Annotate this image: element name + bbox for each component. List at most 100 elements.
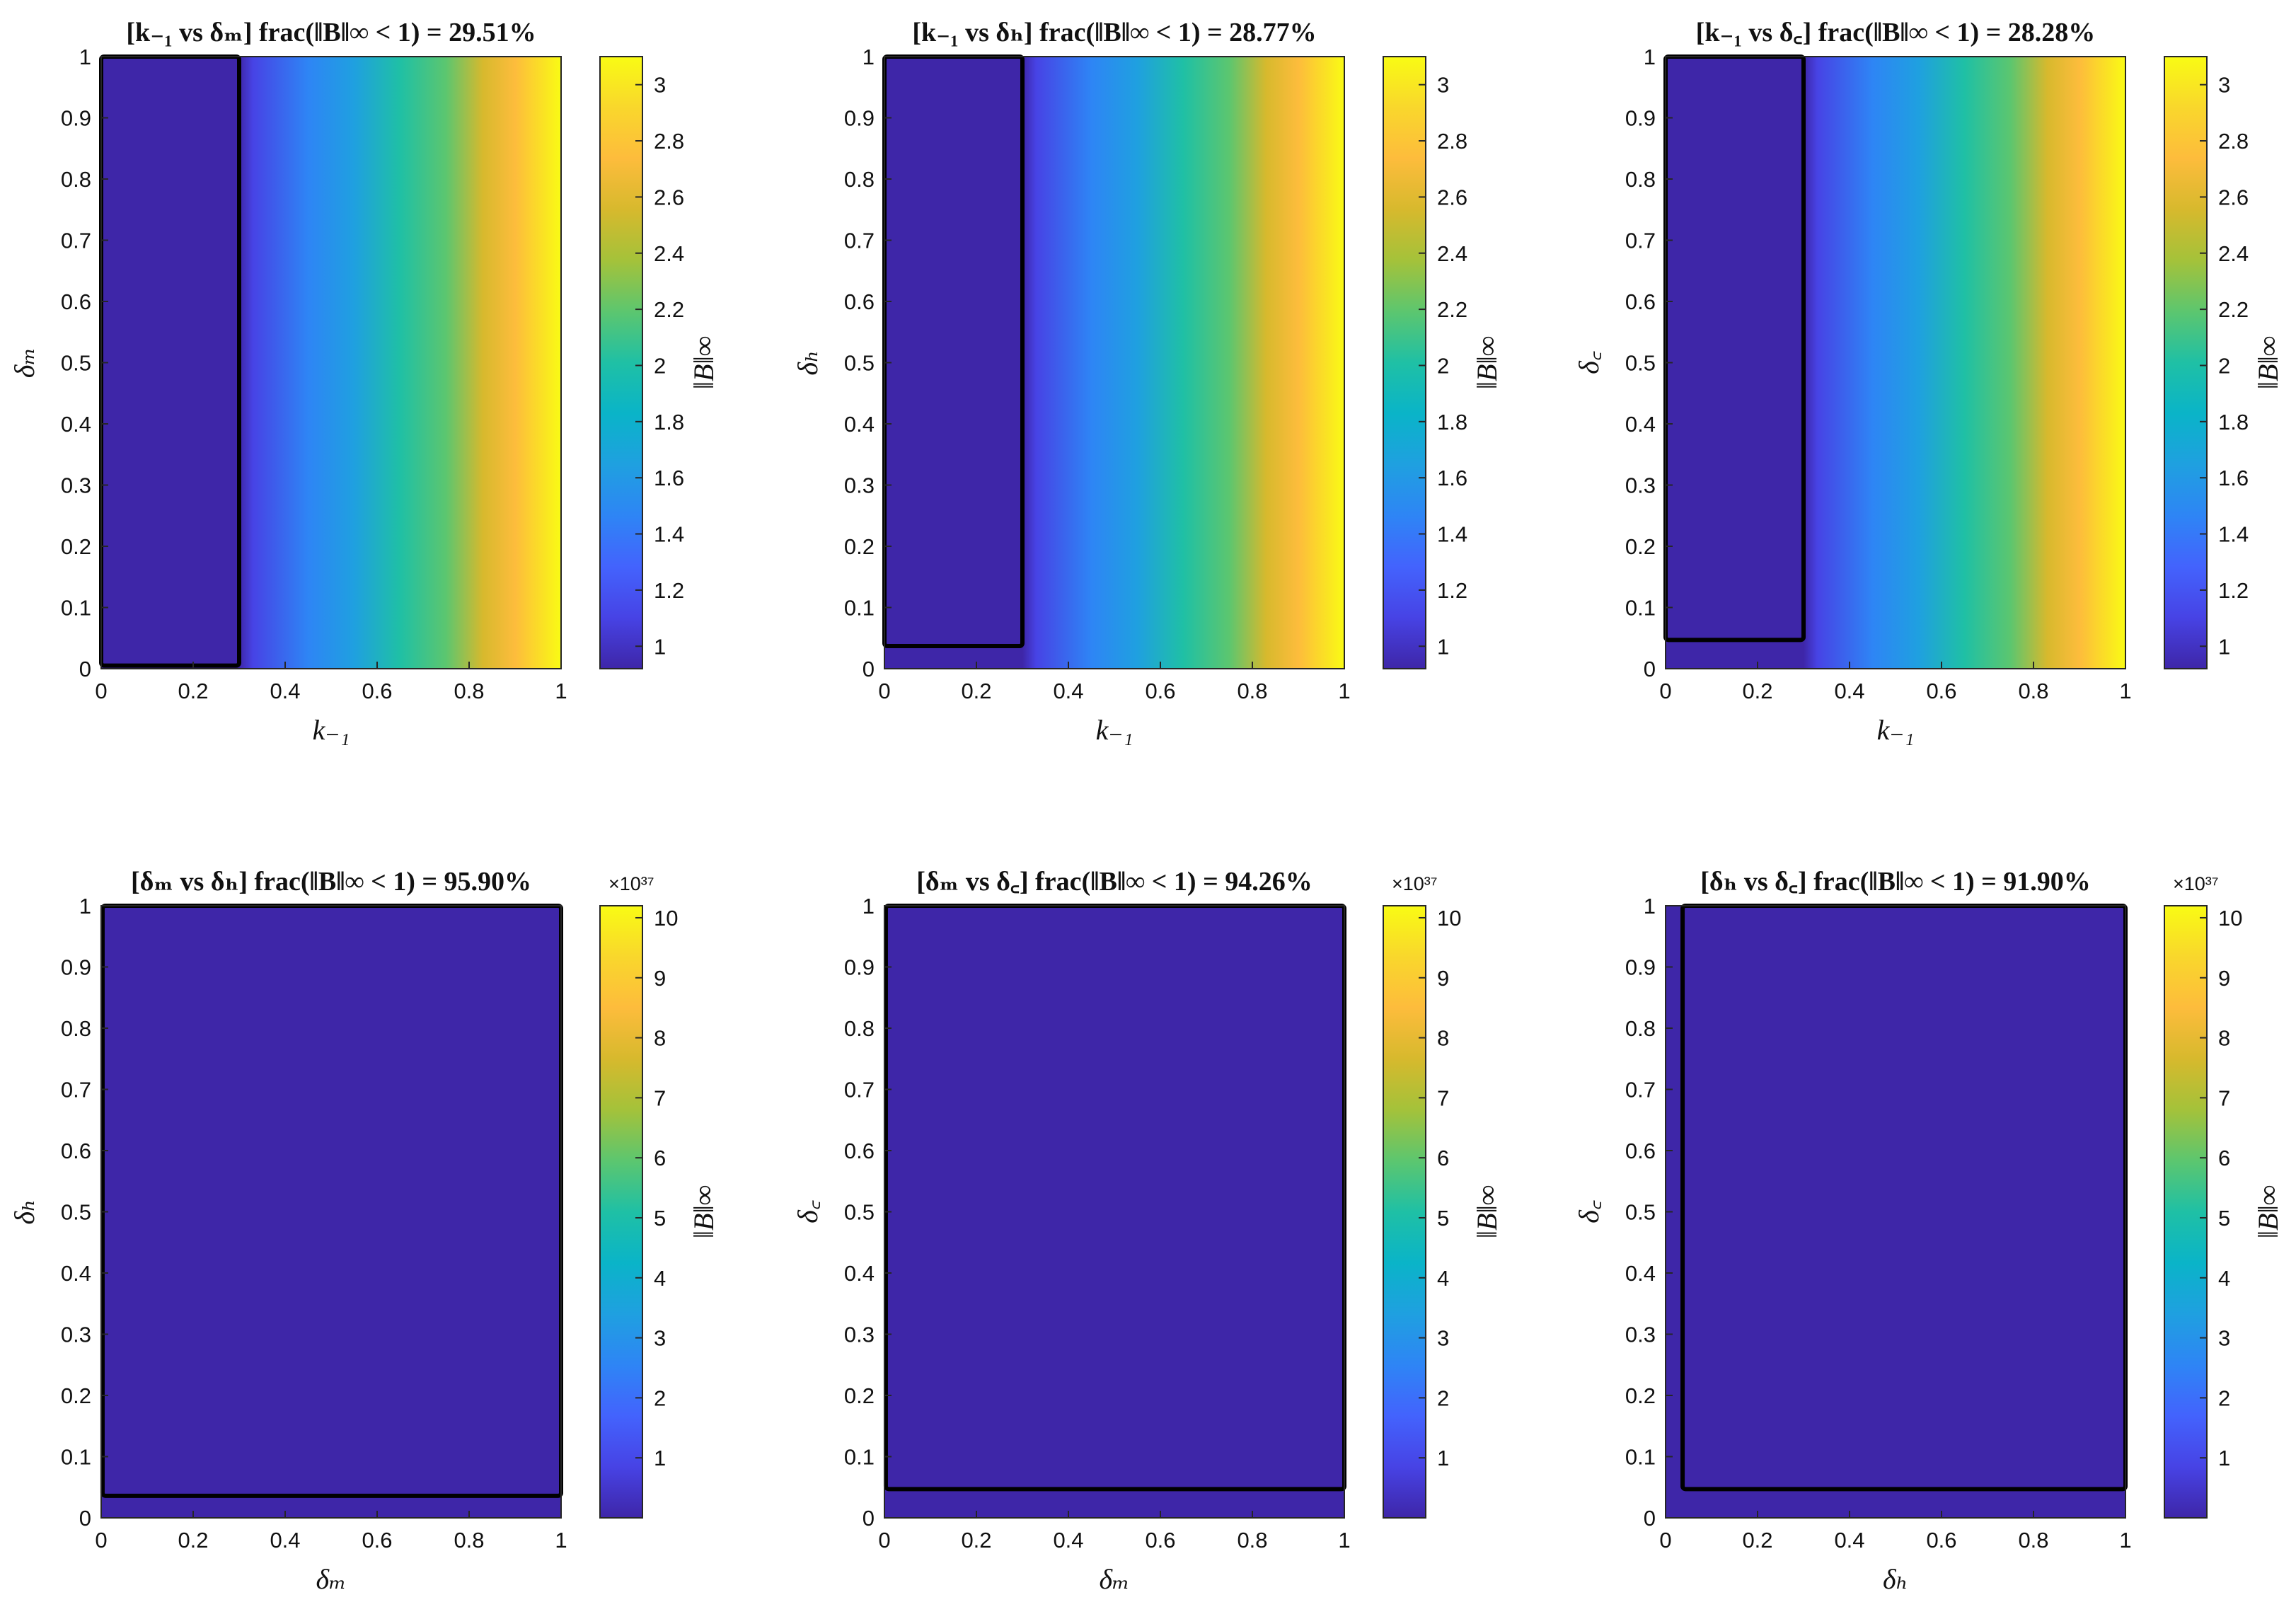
x-tick-label: 1 <box>555 1528 567 1553</box>
y-tick-label: 0.4 <box>1625 1261 1656 1286</box>
heatmap-field <box>101 57 561 669</box>
y-tick-label: 0.2 <box>844 1383 875 1408</box>
chart-title: [δₕ vs δ꜀] frac(‖B‖∞ < 1) = 91.90% <box>1700 867 2091 897</box>
x-axis-label: δₕ <box>1883 1563 1908 1595</box>
colorbar-label: ‖B‖∞ <box>1471 1185 1503 1238</box>
y-tick-label: 0.6 <box>61 1139 91 1163</box>
colorbar-label: ‖B‖∞ <box>688 336 720 389</box>
y-tick-label: 0.8 <box>1625 167 1656 192</box>
y-tick-label: 0 <box>79 657 91 681</box>
colorbar-tick-label: 10 <box>654 906 678 931</box>
y-axis-label: δ꜀ <box>792 1200 824 1223</box>
colorbar-tick-label: 2 <box>654 1386 666 1410</box>
x-tick-label: 0.8 <box>454 1528 484 1553</box>
y-tick-label: 0.4 <box>844 412 875 437</box>
x-axis-label: k₋₁ <box>1096 714 1133 746</box>
colorbar-tick-label: 2.6 <box>654 185 684 209</box>
y-tick-label: 1 <box>863 45 875 69</box>
y-tick-label: 0.4 <box>61 412 91 437</box>
colorbar-tick-label: 1.4 <box>2218 522 2249 547</box>
x-tick-label: 0.4 <box>1053 1528 1083 1553</box>
x-tick-label: 1 <box>2119 1528 2131 1553</box>
x-tick-label: 0 <box>878 1528 890 1553</box>
y-tick-label: 0.4 <box>61 1261 91 1286</box>
x-tick-label: 0.8 <box>2018 679 2048 703</box>
colorbar-tick-label: 10 <box>1437 906 1461 931</box>
colorbar-tick-label: 2.8 <box>2218 129 2249 154</box>
y-tick-label: 1 <box>1644 894 1656 918</box>
x-tick-label: 0.6 <box>1145 679 1175 703</box>
y-axis-label: δₕ <box>792 350 824 376</box>
colorbar-label: ‖B‖∞ <box>2252 1185 2284 1238</box>
colorbar-tick-label: 8 <box>2218 1026 2230 1051</box>
y-tick-label: 0.9 <box>844 106 875 131</box>
colorbar-tick-label: 2.8 <box>1437 129 1467 154</box>
y-tick-label: 0.2 <box>61 1383 91 1408</box>
colorbar-tick-label: 5 <box>2218 1206 2230 1231</box>
y-tick-label: 0.3 <box>1625 473 1656 498</box>
y-axis-label: δₕ <box>8 1199 40 1225</box>
x-tick-label: 0.8 <box>454 679 484 703</box>
colorbar-tick-label: 6 <box>2218 1146 2230 1170</box>
y-tick-label: 0.7 <box>844 1078 875 1102</box>
y-tick-label: 0.3 <box>844 1323 875 1347</box>
y-tick-label: 0.5 <box>61 351 91 376</box>
heatmap-field <box>884 57 1344 669</box>
colorbar-tick-label: 10 <box>2218 906 2242 931</box>
y-tick-label: 0.8 <box>61 167 91 192</box>
colorbar <box>1383 56 1426 669</box>
colorbar-tick-label: 2.4 <box>1437 241 1467 266</box>
colorbar-tick-label: 7 <box>1437 1085 1449 1110</box>
y-tick-label: 0 <box>1644 1506 1656 1531</box>
colorbar-tick-label: 1.4 <box>1437 522 1467 547</box>
y-tick-label: 0.2 <box>61 534 91 559</box>
y-tick-label: 0.8 <box>61 1016 91 1041</box>
colorbar-tick-label: 6 <box>1437 1146 1449 1170</box>
y-tick-label: 0.5 <box>844 1200 875 1225</box>
y-tick-label: 0.8 <box>844 1016 875 1041</box>
colorbar-label: ‖B‖∞ <box>2252 336 2284 389</box>
y-axis-label: δ꜀ <box>1573 1200 1605 1223</box>
colorbar-tick-label: 2 <box>1437 1386 1449 1410</box>
y-tick-label: 0.1 <box>844 1445 875 1470</box>
y-tick-label: 0.6 <box>844 289 875 314</box>
x-tick-label: 0.4 <box>270 1528 300 1553</box>
x-tick-label: 0.4 <box>270 679 300 703</box>
y-tick-label: 0.8 <box>844 167 875 192</box>
y-tick-label: 0.1 <box>1625 1445 1656 1470</box>
y-tick-label: 0.2 <box>1625 1383 1656 1408</box>
y-tick-label: 0.7 <box>61 1078 91 1102</box>
colorbar-tick-label: 4 <box>2218 1266 2230 1291</box>
x-tick-label: 0 <box>95 679 107 703</box>
y-tick-label: 1 <box>863 894 875 918</box>
y-tick-label: 0.9 <box>1625 955 1656 980</box>
x-tick-label: 0 <box>1659 1528 1671 1553</box>
colorbar-tick-label: 3 <box>2218 1326 2230 1351</box>
colorbar-tick-label: 1 <box>654 634 666 659</box>
colorbar-tick-label: 1.8 <box>2218 410 2249 434</box>
heatmap-field <box>1666 57 2125 669</box>
x-tick-label: 0 <box>878 679 890 703</box>
y-tick-label: 0.9 <box>61 955 91 980</box>
y-tick-label: 1 <box>79 45 91 69</box>
y-axis-label: δ꜀ <box>1573 351 1605 374</box>
colorbar-tick-label: 2.4 <box>2218 241 2249 266</box>
x-tick-label: 0.6 <box>1145 1528 1175 1553</box>
y-tick-label: 1 <box>1644 45 1656 69</box>
colorbar-tick-label: 1.4 <box>654 522 684 547</box>
colorbar-tick-label: 9 <box>2218 966 2230 991</box>
colorbar-tick-label: 2 <box>1437 353 1449 378</box>
colorbar-tick-label: 4 <box>654 1266 666 1291</box>
y-tick-label: 0.1 <box>61 1445 91 1470</box>
y-tick-label: 0.7 <box>61 229 91 253</box>
y-tick-label: 0.5 <box>844 351 875 376</box>
colorbar-tick-label: 1.2 <box>2218 578 2249 603</box>
colorbar-tick-label: 2.2 <box>2218 297 2249 322</box>
y-tick-label: 0 <box>1644 657 1656 681</box>
colorbar-tick-label: 9 <box>1437 966 1449 991</box>
heatmap-panel: 0 0.2 0.4 0.6 0.8 100.10.20.30.40.50.60.70.80… <box>8 867 720 1595</box>
y-tick-label: 0.5 <box>61 1200 91 1225</box>
x-axis-label: δₘ <box>316 1563 346 1595</box>
colorbar-tick-label: 1 <box>654 1446 666 1470</box>
